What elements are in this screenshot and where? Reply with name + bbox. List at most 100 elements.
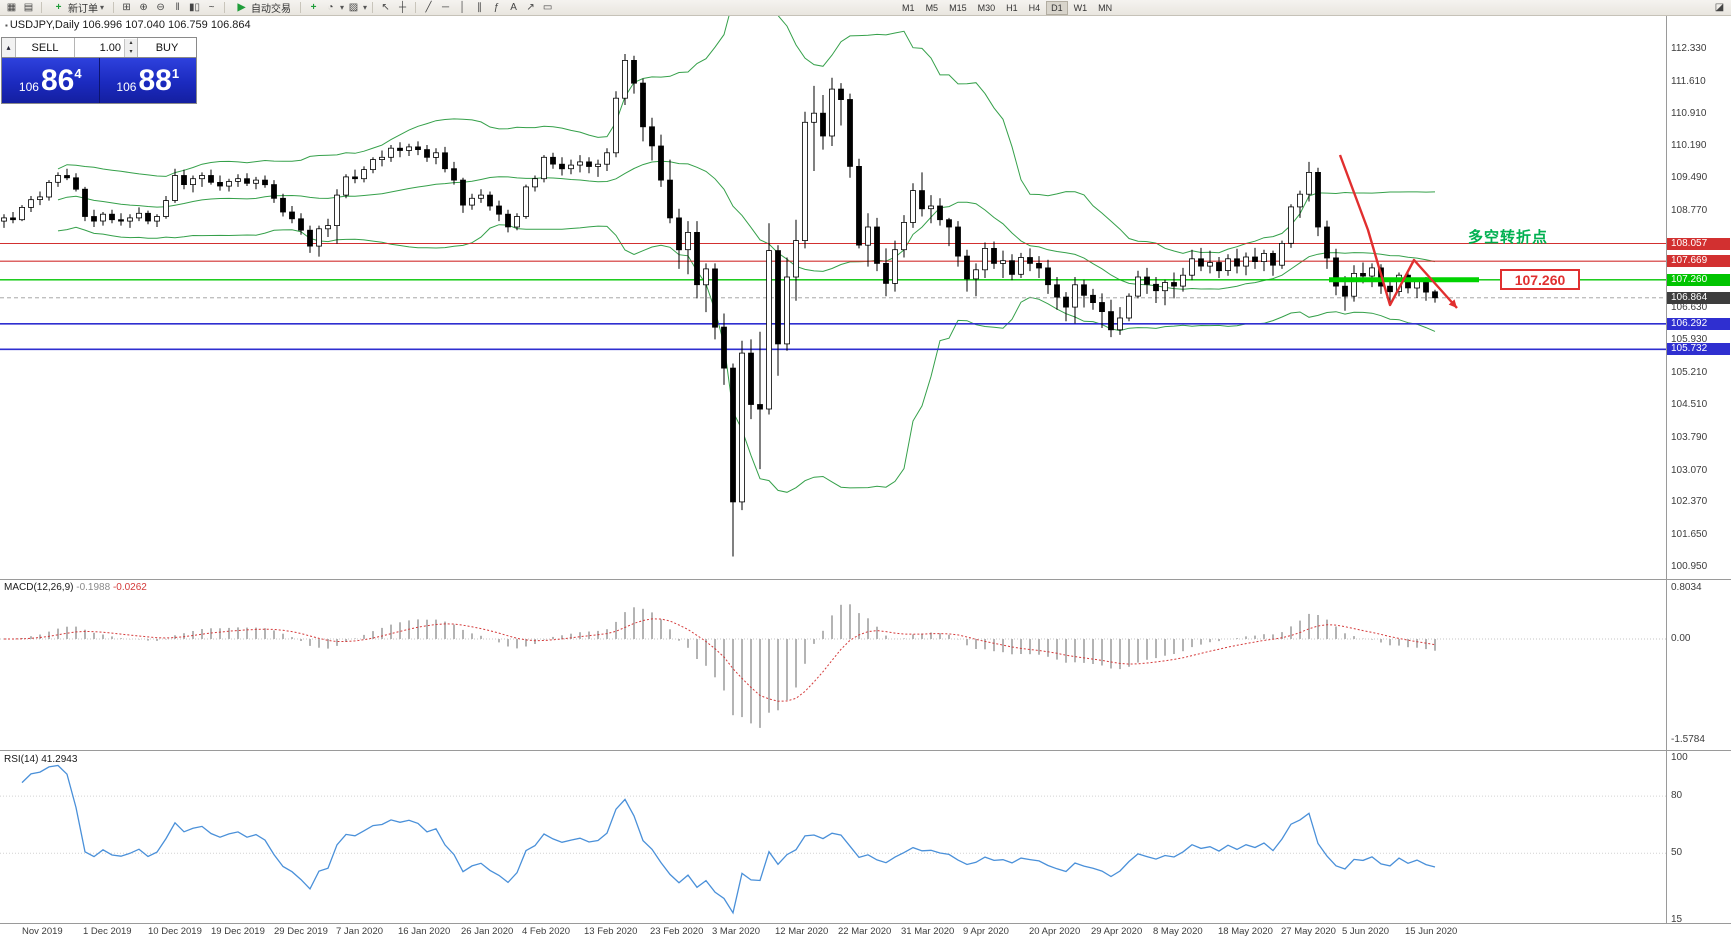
plus-icon: + bbox=[55, 1, 62, 13]
horizontal-line-tool-icon[interactable]: ─ bbox=[442, 1, 450, 13]
templates-icon[interactable]: ▨ bbox=[348, 1, 359, 13]
symbol-marker-icon: ▪ bbox=[5, 21, 8, 30]
zoom-out-icon[interactable]: ⊖ bbox=[156, 1, 165, 13]
bar-chart-icon[interactable]: ‖ bbox=[175, 1, 180, 13]
rsi-value: 41.2943 bbox=[41, 754, 78, 765]
autotrading-label: 自动交易 bbox=[251, 4, 292, 15]
new-order-label: 新订单 bbox=[68, 4, 98, 15]
price-axis-label: 102.370 bbox=[1671, 496, 1708, 507]
collapse-panel-button[interactable]: ▴ bbox=[2, 38, 16, 57]
trendline-tool-icon[interactable]: ╱ bbox=[425, 1, 432, 13]
rsi-axis-label: 80 bbox=[1671, 790, 1683, 801]
date-axis-label: 8 May 2020 bbox=[1153, 926, 1203, 937]
rsi-name: RSI(14) bbox=[4, 754, 39, 765]
caret-down-icon[interactable]: ▾ bbox=[363, 3, 368, 12]
buy-button[interactable]: 106 88 1 bbox=[99, 58, 196, 103]
date-axis-label: 1 Dec 2019 bbox=[83, 926, 132, 937]
price-axis-label: 111.610 bbox=[1671, 76, 1706, 87]
price-axis-label: 101.650 bbox=[1671, 529, 1708, 540]
zoom-in-icon[interactable]: ⊕ bbox=[139, 1, 148, 13]
macd-axis-label: 0.00 bbox=[1671, 633, 1691, 644]
cursor-icon[interactable]: ↖ bbox=[381, 1, 390, 13]
date-axis-label: 7 Jan 2020 bbox=[336, 926, 384, 937]
volume-down-button[interactable]: ▾ bbox=[125, 47, 137, 57]
price-axis-label: 100.950 bbox=[1671, 561, 1708, 572]
autotrading-button[interactable]: ▶ 自动交易 bbox=[230, 1, 295, 16]
date-axis-label: 20 Apr 2020 bbox=[1029, 926, 1081, 937]
timeframe-button-h4[interactable]: H4 bbox=[1028, 2, 1041, 13]
price-axis-label: 103.070 bbox=[1671, 465, 1708, 476]
timeframe-button-h1[interactable]: H1 bbox=[1006, 2, 1018, 13]
price-axis-label: 112.330 bbox=[1671, 43, 1707, 54]
date-axis-label: 26 Jan 2020 bbox=[461, 926, 514, 937]
timeframe-button-d1[interactable]: D1 bbox=[1046, 0, 1068, 15]
timeframe-button-mn[interactable]: MN bbox=[1098, 2, 1113, 13]
timeframe-button-m30[interactable]: M30 bbox=[977, 2, 996, 13]
fibonacci-tool-icon[interactable]: ƒ bbox=[493, 1, 500, 13]
vertical-line-tool-icon[interactable]: │ bbox=[459, 1, 466, 13]
symbol-ohlc-line: ▪ USDJPY,Daily 106.996 107.040 106.759 10… bbox=[5, 19, 251, 31]
price-axis-label: 105.210 bbox=[1671, 367, 1708, 378]
chart-profiles-icon[interactable]: ▤ bbox=[23, 1, 34, 13]
date-axis-label: 15 Jun 2020 bbox=[1405, 926, 1458, 937]
price-level-annotation[interactable]: 107.260 bbox=[1500, 269, 1580, 290]
timeframe-button-m15[interactable]: M15 bbox=[949, 2, 967, 13]
price-axis-label: 109.490 bbox=[1671, 172, 1708, 183]
symbol-ohlc-text: USDJPY,Daily 106.996 107.040 106.759 106… bbox=[9, 19, 251, 31]
candlestick-chart-icon[interactable]: ▮▯ bbox=[189, 1, 201, 13]
date-axis-label: 12 Mar 2020 bbox=[775, 926, 829, 937]
macd-label: MACD(12,26,9) -0.1988 -0.0262 bbox=[4, 582, 147, 593]
rsi-axis-label: 15 bbox=[1671, 914, 1683, 925]
new-chart-icon[interactable]: ▦ bbox=[6, 1, 17, 13]
sell-button[interactable]: 106 86 4 bbox=[2, 58, 100, 103]
rsi-axis-label: 50 bbox=[1671, 847, 1683, 858]
sell-price-pip: 4 bbox=[74, 66, 82, 81]
price-axis-label: 108.770 bbox=[1671, 205, 1708, 216]
date-axis-label: 22 Mar 2020 bbox=[838, 926, 892, 937]
periods-icon[interactable]: ◔ bbox=[327, 1, 334, 13]
volume-value: 1.00 bbox=[99, 41, 121, 54]
line-chart-icon[interactable]: ~ bbox=[208, 1, 215, 13]
sell-label: SELL bbox=[31, 41, 59, 54]
sell-price-prefix: 106 bbox=[18, 79, 39, 94]
timeframe-button-w1[interactable]: W1 bbox=[1073, 2, 1088, 13]
buy-price-big: 88 bbox=[138, 63, 172, 97]
toolbar: ▦ ▤ + 新订单 ▾ ⊞ ⊕ ⊖ ‖ ▮▯ ~ ▶ 自动交易 + ◔ ▾ ▨ … bbox=[0, 0, 1731, 16]
arrow-tool-icon[interactable]: ↗ bbox=[526, 1, 535, 13]
timeframe-button-m1[interactable]: M1 bbox=[902, 2, 915, 13]
volume-up-button[interactable]: ▴ bbox=[125, 38, 137, 48]
timeframe-group: M1 M5 M15 M30 H1 H4 D1 W1 MN bbox=[897, 0, 1117, 15]
date-axis-label: 3 Mar 2020 bbox=[712, 926, 761, 937]
price-axis-label: 103.790 bbox=[1671, 432, 1708, 443]
date-axis-label: 29 Dec 2019 bbox=[274, 926, 328, 937]
shapes-tool-icon[interactable]: ▭ bbox=[542, 1, 553, 13]
caret-down-icon[interactable]: ▾ bbox=[340, 3, 345, 12]
price-line-badge: 108.057 bbox=[1667, 238, 1730, 250]
text-tool-icon[interactable]: A bbox=[510, 1, 517, 13]
one-click-buttons: 106 86 4 106 88 1 bbox=[2, 57, 196, 103]
one-click-header: ▴ SELL 1.00 ▴ ▾ BUY bbox=[2, 38, 196, 57]
new-order-button[interactable]: + 新订单 ▾ bbox=[47, 1, 108, 16]
timeframe-button-m5[interactable]: M5 bbox=[925, 2, 939, 13]
date-axis-label: 10 Dec 2019 bbox=[148, 926, 202, 937]
turning-point-annotation[interactable]: 多空转折点 bbox=[1468, 229, 1549, 246]
channel-tool-icon[interactable]: ∥ bbox=[477, 1, 483, 13]
collapse-icon: ▴ bbox=[6, 43, 11, 52]
indicators-icon[interactable]: + bbox=[310, 1, 317, 13]
price-line-badge: 107.669 bbox=[1667, 255, 1730, 267]
date-axis-label: 19 Dec 2019 bbox=[211, 926, 265, 937]
toolbar-separator bbox=[113, 2, 115, 13]
price-axis-label: 110.190 bbox=[1671, 140, 1707, 151]
date-axis-label: 27 May 2020 bbox=[1281, 926, 1336, 937]
docked-window-icon[interactable]: ◪ bbox=[1714, 1, 1725, 13]
crosshair-icon[interactable]: ┼ bbox=[399, 1, 407, 13]
volume-input[interactable]: 1.00 ▴ ▾ bbox=[74, 38, 138, 57]
price-line-badge: 107.260 bbox=[1667, 274, 1730, 286]
tile-windows-icon[interactable]: ⊞ bbox=[122, 1, 131, 13]
chart-canvas[interactable] bbox=[0, 16, 1731, 940]
date-axis-label: 29 Apr 2020 bbox=[1091, 926, 1143, 937]
sell-price-big: 86 bbox=[40, 63, 75, 97]
price-axis-label: 105.930 bbox=[1671, 334, 1708, 345]
one-click-trading-panel: ▴ SELL 1.00 ▴ ▾ BUY 106 86 4 106 88 1 bbox=[1, 37, 197, 104]
rsi-axis-label: 100 bbox=[1671, 752, 1688, 763]
